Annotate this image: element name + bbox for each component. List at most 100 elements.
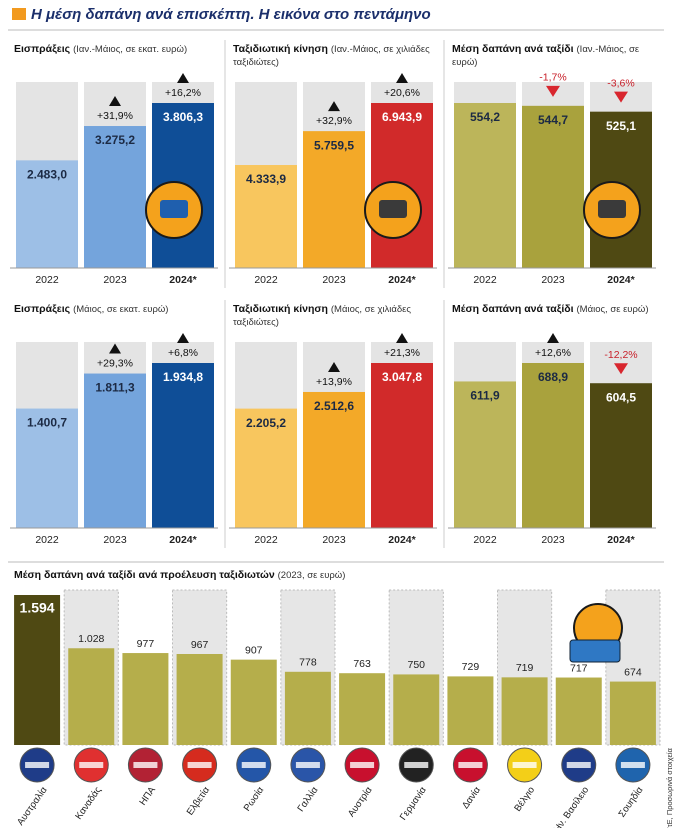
bar xyxy=(393,674,440,745)
icon-detail xyxy=(379,200,407,218)
value-label: 750 xyxy=(407,659,425,671)
x-tick-label: 2023 xyxy=(103,534,127,546)
value-label: 717 xyxy=(570,662,588,674)
change-label: +13,9% xyxy=(316,376,352,388)
x-tick-label: 2022 xyxy=(473,534,497,546)
bar xyxy=(371,363,433,528)
x-tick-label: 2022 xyxy=(35,274,59,286)
value-label: 2.205,2 xyxy=(246,416,286,430)
bar xyxy=(122,653,169,745)
bar xyxy=(284,671,331,745)
change-arrow xyxy=(328,361,340,372)
icon-detail xyxy=(569,639,621,663)
value-label: 604,5 xyxy=(606,390,636,404)
x-tick-label: 2024* xyxy=(169,534,197,546)
value-label: 907 xyxy=(245,644,263,656)
value-label: 1.811,3 xyxy=(95,381,135,395)
bar xyxy=(609,681,656,745)
header-icon xyxy=(12,8,26,20)
panel-title-main: Ταξιδιωτική κίνηση xyxy=(233,43,328,55)
change-arrow xyxy=(546,85,560,97)
value-label: 674 xyxy=(624,666,642,678)
change-label: +12,6% xyxy=(535,347,571,359)
panel-subtitle: (Ιαν.-Μάιος, σε εκατ. ευρώ) xyxy=(73,44,188,55)
value-label: 688,9 xyxy=(538,370,568,384)
change-label: +21,3% xyxy=(384,347,420,359)
bar xyxy=(447,676,494,745)
bar xyxy=(522,363,584,528)
x-tick-label: 2023 xyxy=(322,534,346,546)
change-arrow xyxy=(547,333,559,343)
flag-detail xyxy=(295,762,320,768)
flag-detail xyxy=(133,762,158,768)
value-label: 1.400,7 xyxy=(27,416,67,430)
value-label: 977 xyxy=(137,638,155,650)
value-label: 3.806,3 xyxy=(163,110,203,124)
value-label: 1.934,8 xyxy=(163,370,203,384)
value-label: 554,2 xyxy=(470,110,500,124)
value-label: 2.512,6 xyxy=(314,399,354,413)
flag-detail xyxy=(187,762,212,768)
bar xyxy=(555,677,602,745)
panel-title: Μέση δαπάνη ανά ταξίδι (Ιαν.-Μάιος, σε ε… xyxy=(452,43,656,69)
value-label: 3.275,2 xyxy=(95,133,135,147)
value-label: 544,7 xyxy=(538,113,568,127)
change-label: +20,6% xyxy=(384,87,420,99)
panel-title-main: Εισπράξεις xyxy=(14,43,71,55)
x-tick-label: 2023 xyxy=(541,534,565,546)
icon-detail xyxy=(160,200,188,218)
value-label: 967 xyxy=(191,639,209,651)
panel-subtitle: (Ιαν.-Μάιος, σε χιλιάδες ταξιδιώτες) xyxy=(233,44,430,68)
panel-title-main: Ταξιδιωτική κίνηση xyxy=(233,303,328,315)
icon-detail xyxy=(598,200,626,218)
x-tick-label: 2024* xyxy=(607,534,635,546)
bar xyxy=(339,673,386,745)
panel-title: Εισπράξεις (Ιαν.-Μάιος, σε εκατ. ευρώ) xyxy=(14,43,218,56)
flag-detail xyxy=(79,762,104,768)
bar xyxy=(303,391,365,528)
bar xyxy=(501,677,548,745)
x-tick-label: 2023 xyxy=(322,274,346,286)
flag-detail xyxy=(25,762,50,768)
x-tick-label: 2024* xyxy=(388,274,416,286)
bar xyxy=(522,105,584,268)
flag-detail xyxy=(512,762,537,768)
bar xyxy=(84,373,146,528)
header-title: Η μέση δαπάνη ανά επισκέπτη. Η εικόνα στ… xyxy=(12,6,431,23)
change-arrow xyxy=(177,333,189,343)
x-tick-label: 2023 xyxy=(103,274,127,286)
bar xyxy=(235,165,297,268)
change-label: +16,2% xyxy=(165,87,201,99)
panel-subtitle: (Ιαν.-Μάιος, σε ευρώ) xyxy=(452,44,640,68)
change-label: +32,9% xyxy=(316,115,352,127)
x-tick-label: 2022 xyxy=(473,274,497,286)
source: ΤτΕ, Προσωρινά στοιχεία xyxy=(665,747,674,828)
change-label: -3,6% xyxy=(607,77,634,89)
bar xyxy=(176,654,223,745)
value-label: 6.943,9 xyxy=(382,110,422,124)
flag-detail xyxy=(350,762,375,768)
bar xyxy=(454,103,516,268)
x-tick-label: 2022 xyxy=(35,534,59,546)
panel-subtitle: (Μάιος, σε ευρώ) xyxy=(576,304,649,315)
panel-title-main: Μέση δαπάνη ανά ταξίδι xyxy=(452,303,574,315)
change-arrow xyxy=(328,101,340,112)
panel-title: Μέση δαπάνη ανά ταξίδι (Μάιος, σε ευρώ) xyxy=(452,303,656,316)
bar xyxy=(16,160,78,268)
change-arrow xyxy=(396,333,408,343)
flag-detail xyxy=(566,762,591,768)
bar xyxy=(14,595,61,745)
bar xyxy=(16,408,78,528)
value-label: 525,1 xyxy=(606,119,636,133)
header-title-text: Η μέση δαπάνη ανά επισκέπτη. Η εικόνα στ… xyxy=(31,6,431,23)
change-label: +29,3% xyxy=(97,357,133,369)
bar xyxy=(152,363,214,528)
value-label: 4.333,9 xyxy=(246,172,286,186)
change-label: -12,2% xyxy=(604,349,637,361)
change-arrow xyxy=(109,96,121,107)
bar xyxy=(84,126,146,268)
bar xyxy=(303,131,365,268)
change-label: +6,8% xyxy=(168,347,198,359)
value-label: 719 xyxy=(516,662,534,674)
